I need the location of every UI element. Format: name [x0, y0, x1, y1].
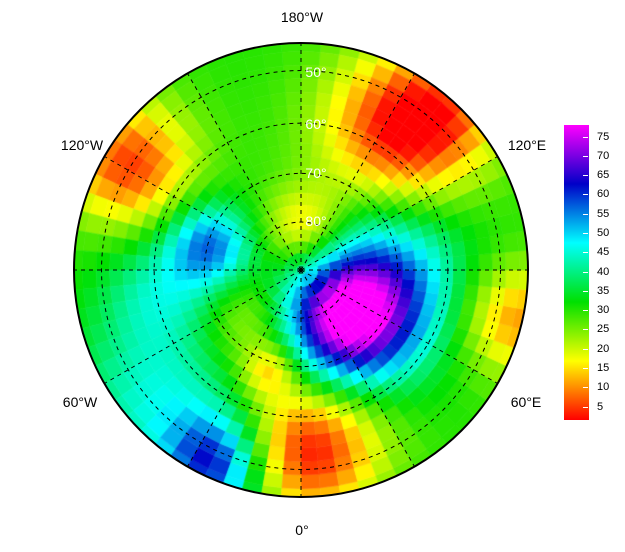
colorbar-tick-mark: [583, 155, 588, 157]
meridian-line-30: [300, 269, 415, 467]
colorbar-tick-mark: [583, 232, 588, 234]
colorbar-tick-label: 5: [597, 400, 604, 413]
meridian-line-300: [104, 269, 302, 384]
colorbar-tick-mark: [583, 329, 588, 331]
lon-label-120e: 120°E: [507, 137, 547, 153]
colorbar-tick-mark: [583, 252, 588, 254]
colorbar-tick-mark: [583, 213, 588, 215]
colorbar-tick-label: 75: [597, 130, 610, 143]
lon-label-120w: 120°W: [60, 137, 104, 153]
map-boundary: [73, 42, 529, 498]
meridian-line-60: [300, 269, 498, 384]
colorbar-tick-mark: [583, 310, 588, 312]
lon-label-60w: 60°W: [62, 394, 98, 410]
colorbar-tick-label: 65: [597, 169, 610, 182]
colorbar-tick-label: 60: [597, 188, 610, 201]
colorbar-tick-mark: [583, 406, 588, 408]
colorbar-tick-label: 20: [597, 342, 610, 355]
colorbar-tick-label: 55: [597, 207, 610, 220]
colorbar-tick-mark: [583, 175, 588, 177]
lon-label-180w: 180°W: [280, 9, 324, 25]
colorbar-tick-label: 10: [597, 381, 610, 394]
latitude-circle-50: [101, 70, 501, 470]
lon-label-60e: 60°E: [510, 394, 542, 410]
colorbar-tick-label: 40: [597, 265, 610, 278]
colorbar-tick-label: 70: [597, 149, 610, 162]
latitude-circle-80: [252, 221, 350, 319]
colorbar-tick-mark: [583, 367, 588, 369]
meridian-line-240: [104, 156, 302, 271]
lat-label-80: 80°: [305, 213, 327, 229]
meridian-line-120: [300, 156, 498, 271]
meridian-line-210: [187, 73, 302, 271]
colorbar-tick-label: 35: [597, 284, 610, 297]
lat-label-60: 60°: [305, 116, 327, 132]
colorbar-tick-mark: [583, 348, 588, 350]
colorbar-tick-label: 25: [597, 323, 610, 336]
colorbar-tick-mark: [583, 290, 588, 292]
colorbar-tick-mark: [583, 271, 588, 273]
colorbar-tick-mark: [583, 387, 588, 389]
colorbar-tick-label: 15: [597, 361, 610, 374]
colorbar-tick-label: 50: [597, 226, 610, 239]
colorbar-tick-label: 45: [597, 246, 610, 259]
meridian-line-150: [300, 73, 415, 271]
lat-label-70: 70°: [305, 165, 327, 181]
meridian-line-330: [187, 269, 302, 467]
lat-label-50: 50°: [305, 64, 327, 80]
colorbar-tick-label: 30: [597, 304, 610, 317]
lon-label-0: 0°: [295, 522, 309, 538]
colorbar-tick-mark: [583, 136, 588, 138]
colorbar-tick-mark: [583, 194, 588, 196]
